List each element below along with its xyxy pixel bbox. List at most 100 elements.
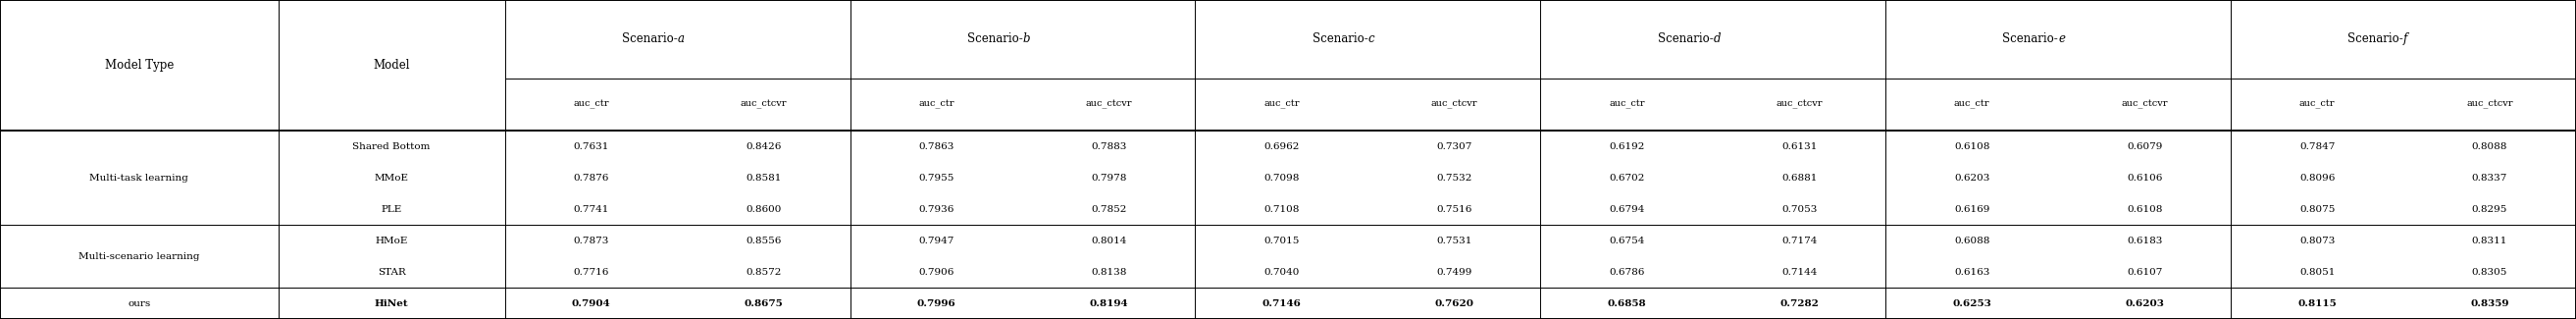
- Text: 0.8359: 0.8359: [2470, 299, 2509, 308]
- Text: auc_ctr: auc_ctr: [920, 100, 953, 109]
- Text: 0.6794: 0.6794: [1610, 205, 1643, 214]
- Text: 0.7282: 0.7282: [1780, 299, 1819, 308]
- Text: Model Type: Model Type: [106, 59, 173, 72]
- Text: 0.7883: 0.7883: [1092, 142, 1126, 151]
- Text: auc_ctcvr: auc_ctcvr: [1775, 100, 1824, 109]
- Text: HMoE: HMoE: [376, 236, 407, 245]
- Text: auc_ctr: auc_ctr: [1955, 100, 1989, 109]
- Text: 0.8556: 0.8556: [747, 236, 781, 245]
- Text: 0.6881: 0.6881: [1783, 174, 1816, 182]
- Text: 0.6183: 0.6183: [2128, 236, 2161, 245]
- Text: 0.7936: 0.7936: [920, 205, 953, 214]
- Text: 0.6702: 0.6702: [1610, 174, 1643, 182]
- Text: 0.7947: 0.7947: [920, 236, 953, 245]
- Text: 0.8088: 0.8088: [2473, 142, 2506, 151]
- Text: auc_ctr: auc_ctr: [1265, 100, 1298, 109]
- Text: 0.8096: 0.8096: [2300, 174, 2334, 182]
- Text: 0.7146: 0.7146: [1262, 299, 1301, 308]
- Text: 0.8194: 0.8194: [1090, 299, 1128, 308]
- Text: 0.6203: 0.6203: [2125, 299, 2164, 308]
- Text: 0.6107: 0.6107: [2128, 268, 2161, 276]
- Text: 0.7053: 0.7053: [1783, 205, 1816, 214]
- Text: Scenario-: Scenario-: [966, 33, 1023, 45]
- Text: 0.7307: 0.7307: [1437, 142, 1471, 151]
- Text: 0.6754: 0.6754: [1610, 236, 1643, 245]
- Text: 0.6088: 0.6088: [1955, 236, 1989, 245]
- Text: e: e: [2058, 33, 2066, 45]
- Text: 0.7516: 0.7516: [1437, 205, 1471, 214]
- Text: Shared Bottom: Shared Bottom: [353, 142, 430, 151]
- Text: 0.6858: 0.6858: [1607, 299, 1646, 308]
- Text: 0.6079: 0.6079: [2128, 142, 2161, 151]
- Text: 0.7978: 0.7978: [1092, 174, 1126, 182]
- Text: 0.7716: 0.7716: [574, 268, 608, 276]
- Text: 0.7174: 0.7174: [1783, 236, 1816, 245]
- Text: 0.8311: 0.8311: [2473, 236, 2506, 245]
- Text: 0.8075: 0.8075: [2300, 205, 2334, 214]
- Text: 0.6192: 0.6192: [1610, 142, 1643, 151]
- Text: auc_ctcvr: auc_ctcvr: [1430, 100, 1479, 109]
- Text: Scenario-: Scenario-: [621, 33, 677, 45]
- Text: 0.7741: 0.7741: [574, 205, 608, 214]
- Text: Scenario-: Scenario-: [2347, 33, 2403, 45]
- Text: 0.7108: 0.7108: [1265, 205, 1298, 214]
- Text: 0.7873: 0.7873: [574, 236, 608, 245]
- Text: PLE: PLE: [381, 205, 402, 214]
- Text: 0.7876: 0.7876: [574, 174, 608, 182]
- Text: Scenario-: Scenario-: [1656, 33, 1713, 45]
- Text: c: c: [1368, 33, 1376, 45]
- Text: 0.8426: 0.8426: [747, 142, 781, 151]
- Text: 0.8295: 0.8295: [2473, 205, 2506, 214]
- Text: auc_ctcvr: auc_ctcvr: [2465, 100, 2514, 109]
- Text: auc_ctr: auc_ctr: [574, 100, 608, 109]
- Text: 0.7955: 0.7955: [920, 174, 953, 182]
- Text: 0.8014: 0.8014: [1092, 236, 1126, 245]
- Text: 0.7144: 0.7144: [1783, 268, 1816, 276]
- Text: 0.7904: 0.7904: [572, 299, 611, 308]
- Text: 0.6108: 0.6108: [2128, 205, 2161, 214]
- Text: 0.7040: 0.7040: [1265, 268, 1298, 276]
- Text: 0.6962: 0.6962: [1265, 142, 1298, 151]
- Text: HiNet: HiNet: [374, 299, 410, 308]
- Text: 0.7847: 0.7847: [2300, 142, 2334, 151]
- Text: auc_ctcvr: auc_ctcvr: [1084, 100, 1133, 109]
- Text: 0.8572: 0.8572: [747, 268, 781, 276]
- Text: 0.6253: 0.6253: [1953, 299, 1991, 308]
- Text: 0.7499: 0.7499: [1437, 268, 1471, 276]
- Text: 0.6169: 0.6169: [1955, 205, 1989, 214]
- Text: Scenario-: Scenario-: [1311, 33, 1368, 45]
- Text: d: d: [1713, 33, 1721, 45]
- Text: 0.7532: 0.7532: [1437, 174, 1471, 182]
- Text: 0.7852: 0.7852: [1092, 205, 1126, 214]
- Text: 0.6163: 0.6163: [1955, 268, 1989, 276]
- Text: 0.8115: 0.8115: [2298, 299, 2336, 308]
- Text: 0.7098: 0.7098: [1265, 174, 1298, 182]
- Text: 0.8138: 0.8138: [1092, 268, 1126, 276]
- Text: Multi-scenario learning: Multi-scenario learning: [77, 252, 201, 261]
- Text: Scenario-: Scenario-: [2002, 33, 2058, 45]
- Text: 0.6106: 0.6106: [2128, 174, 2161, 182]
- Text: auc_ctr: auc_ctr: [1610, 100, 1643, 109]
- Text: f: f: [2403, 33, 2409, 45]
- Text: 0.7531: 0.7531: [1437, 236, 1471, 245]
- Text: ours: ours: [129, 299, 149, 308]
- Text: 0.7015: 0.7015: [1265, 236, 1298, 245]
- Text: 0.8337: 0.8337: [2473, 174, 2506, 182]
- Text: 0.8600: 0.8600: [747, 205, 781, 214]
- Text: a: a: [677, 33, 685, 45]
- Text: auc_ctcvr: auc_ctcvr: [739, 100, 788, 109]
- Text: STAR: STAR: [379, 268, 404, 276]
- Text: 0.7863: 0.7863: [920, 142, 953, 151]
- Text: 0.8305: 0.8305: [2473, 268, 2506, 276]
- Text: auc_ctr: auc_ctr: [2300, 100, 2334, 109]
- Text: 0.7906: 0.7906: [920, 268, 953, 276]
- Text: Model: Model: [374, 59, 410, 72]
- Text: MMoE: MMoE: [374, 174, 410, 182]
- Text: Multi-task learning: Multi-task learning: [90, 174, 188, 182]
- Text: 0.7620: 0.7620: [1435, 299, 1473, 308]
- Text: 0.8581: 0.8581: [747, 174, 781, 182]
- Text: 0.8051: 0.8051: [2300, 268, 2334, 276]
- Text: 0.6203: 0.6203: [1955, 174, 1989, 182]
- Text: 0.6108: 0.6108: [1955, 142, 1989, 151]
- Text: auc_ctcvr: auc_ctcvr: [2120, 100, 2169, 109]
